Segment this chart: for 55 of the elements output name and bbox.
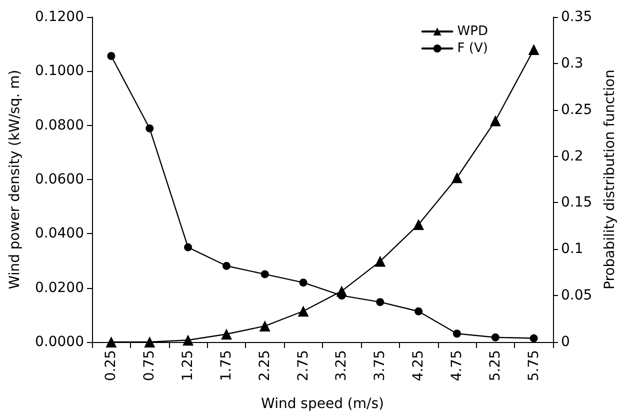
y2-tick-label: 0.05 — [561, 288, 592, 304]
point — [184, 243, 192, 252]
point — [452, 330, 461, 338]
y-tick-label: 0.0800 — [35, 117, 84, 134]
y2-tick-label: 0.2 — [561, 148, 584, 164]
point — [146, 124, 154, 132]
x-tick-label: 5.25 — [487, 350, 504, 382]
x-tick-label: 1.25 — [180, 350, 196, 382]
point — [260, 270, 269, 278]
point — [220, 328, 232, 340]
point — [259, 320, 270, 332]
x-axis-title: Wind speed (m/s) — [261, 396, 384, 412]
point — [376, 298, 384, 306]
y2-tick-label: 0.15 — [561, 194, 592, 211]
x-tick-label: 3.25 — [334, 350, 350, 382]
point — [299, 278, 308, 287]
point — [528, 44, 540, 55]
y-axis-title: Wind power density (kW/sq. m) — [7, 70, 23, 290]
y-tick-label: 0.0000 — [35, 334, 84, 350]
point — [336, 286, 348, 297]
point — [106, 336, 117, 348]
point — [182, 334, 194, 346]
point — [144, 336, 156, 348]
point — [298, 306, 309, 317]
y-tick-label: 0.1200 — [35, 9, 84, 25]
x-tick-label: 0.25 — [103, 350, 120, 382]
x-tick-label: 3.75 — [372, 350, 388, 382]
y2-tick-label: 0 — [561, 334, 570, 350]
point — [490, 115, 501, 126]
y-tick-label: 0.0600 — [35, 172, 84, 188]
y2-tick-label: 0.1 — [561, 241, 584, 258]
x-tick-label: 2.75 — [295, 350, 312, 382]
x-tick-label: 2.25 — [256, 350, 273, 382]
legend-label: WPD — [457, 24, 488, 39]
y2-tick-label: 0.3 — [561, 55, 584, 72]
x-tick-label: 4.75 — [448, 350, 465, 382]
point — [107, 52, 116, 60]
point — [413, 218, 424, 230]
point — [530, 334, 538, 342]
x-tick-label: 4.25 — [410, 350, 427, 382]
y2-tick-label: 0.35 — [561, 9, 592, 25]
y2-tick-label: 0.25 — [561, 102, 592, 118]
point — [491, 333, 500, 342]
point — [374, 256, 386, 267]
legend-label: F (V) — [457, 41, 488, 56]
x-tick-label: 5.75 — [526, 350, 542, 382]
point — [222, 262, 230, 270]
x-tick-label: 0.75 — [142, 350, 158, 382]
y-tick-label: 0.0200 — [35, 280, 84, 296]
y-tick-label: 0.1000 — [35, 63, 84, 80]
y-tick-label: 0.0400 — [35, 226, 84, 242]
x-tick-label: 1.75 — [218, 350, 234, 382]
y2-axis-title: Probability distribution function — [602, 70, 618, 290]
point — [414, 307, 423, 316]
point — [451, 172, 462, 184]
